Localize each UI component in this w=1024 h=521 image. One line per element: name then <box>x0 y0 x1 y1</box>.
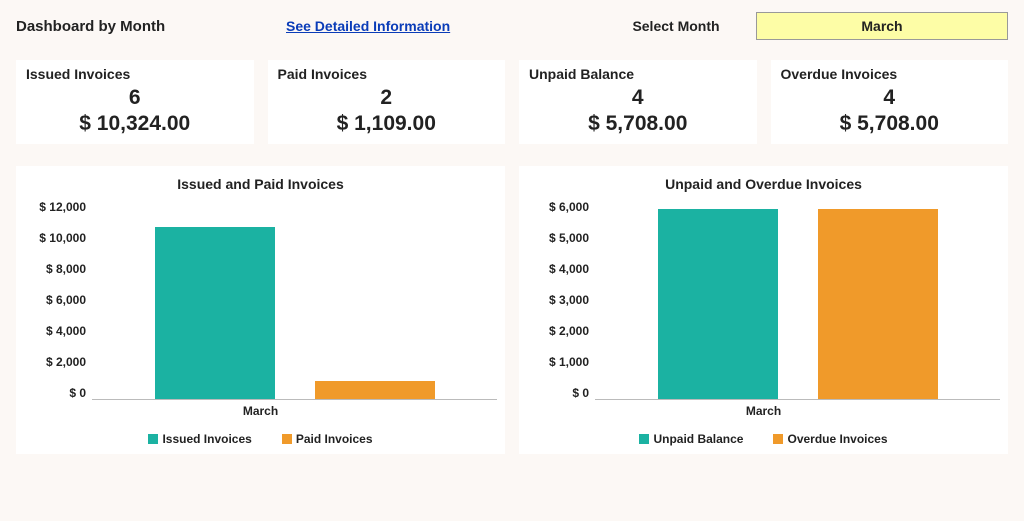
select-month-label: Select Month <box>596 18 756 34</box>
y-tick-label: $ 2,000 <box>527 324 589 338</box>
chart-body: $ 12,000 $ 10,000 $ 8,000 $ 6,000 $ 4,000 $ 2… <box>24 200 497 400</box>
legend-label: Paid Invoices <box>296 432 373 446</box>
chart-unpaid-overdue: Unpaid and Overdue Invoices $ 6,000 $ 5,0… <box>519 166 1008 454</box>
y-tick-label: $ 8,000 <box>24 262 86 276</box>
y-tick-label: $ 4,000 <box>24 324 86 338</box>
card-count: 4 <box>781 86 999 110</box>
y-tick-label: $ 0 <box>527 386 589 400</box>
legend-label: Issued Invoices <box>162 432 251 446</box>
chart-title: Unpaid and Overdue Invoices <box>527 176 1000 192</box>
y-tick-label: $ 6,000 <box>527 200 589 214</box>
card-count: 2 <box>278 86 496 110</box>
y-tick-label: $ 0 <box>24 386 86 400</box>
chart-legend: Issued Invoices Paid Invoices <box>24 432 497 446</box>
card-issued-invoices: Issued Invoices 6 $ 10,324.00 <box>16 60 254 144</box>
legend-swatch <box>148 434 158 444</box>
chart-plot-area <box>92 200 497 400</box>
legend-item: Overdue Invoices <box>773 432 887 446</box>
chart-legend: Unpaid Balance Overdue Invoices <box>527 432 1000 446</box>
chart-bar <box>818 209 938 399</box>
chart-title: Issued and Paid Invoices <box>24 176 497 192</box>
summary-cards-row: Issued Invoices 6 $ 10,324.00 Paid Invoi… <box>16 60 1008 144</box>
card-amount: $ 1,109.00 <box>278 112 496 136</box>
charts-row: Issued and Paid Invoices $ 12,000 $ 10,00… <box>16 166 1008 454</box>
month-selector[interactable]: March <box>756 12 1008 40</box>
card-amount: $ 5,708.00 <box>529 112 747 136</box>
chart-plot-area <box>595 200 1000 400</box>
legend-item: Unpaid Balance <box>639 432 743 446</box>
card-title: Unpaid Balance <box>529 66 747 82</box>
y-tick-label: $ 4,000 <box>527 262 589 276</box>
legend-swatch <box>282 434 292 444</box>
legend-item: Issued Invoices <box>148 432 251 446</box>
card-paid-invoices: Paid Invoices 2 $ 1,109.00 <box>268 60 506 144</box>
card-title: Issued Invoices <box>26 66 244 82</box>
legend-label: Overdue Invoices <box>787 432 887 446</box>
card-count: 6 <box>26 86 244 110</box>
chart-bar <box>155 227 275 399</box>
card-amount: $ 10,324.00 <box>26 112 244 136</box>
y-tick-label: $ 6,000 <box>24 293 86 307</box>
chart-bar <box>658 209 778 399</box>
detail-link[interactable]: See Detailed Information <box>286 18 596 34</box>
card-unpaid-balance: Unpaid Balance 4 $ 5,708.00 <box>519 60 757 144</box>
card-amount: $ 5,708.00 <box>781 112 999 136</box>
y-tick-label: $ 5,000 <box>527 231 589 245</box>
legend-swatch <box>639 434 649 444</box>
legend-label: Unpaid Balance <box>653 432 743 446</box>
page-title: Dashboard by Month <box>16 18 286 35</box>
card-title: Paid Invoices <box>278 66 496 82</box>
chart-y-axis: $ 12,000 $ 10,000 $ 8,000 $ 6,000 $ 4,000 $ 2… <box>24 200 92 400</box>
legend-swatch <box>773 434 783 444</box>
card-overdue-invoices: Overdue Invoices 4 $ 5,708.00 <box>771 60 1009 144</box>
card-title: Overdue Invoices <box>781 66 999 82</box>
chart-y-axis: $ 6,000 $ 5,000 $ 4,000 $ 3,000 $ 2,000 $ 1,0… <box>527 200 595 400</box>
chart-x-label: March <box>24 404 497 418</box>
chart-bar <box>315 381 435 399</box>
legend-item: Paid Invoices <box>282 432 373 446</box>
chart-x-label: March <box>527 404 1000 418</box>
card-count: 4 <box>529 86 747 110</box>
chart-issued-paid: Issued and Paid Invoices $ 12,000 $ 10,00… <box>16 166 505 454</box>
y-tick-label: $ 2,000 <box>24 355 86 369</box>
y-tick-label: $ 1,000 <box>527 355 589 369</box>
y-tick-label: $ 10,000 <box>24 231 86 245</box>
y-tick-label: $ 3,000 <box>527 293 589 307</box>
chart-body: $ 6,000 $ 5,000 $ 4,000 $ 3,000 $ 2,000 $ 1,0… <box>527 200 1000 400</box>
header-row: Dashboard by Month See Detailed Informat… <box>16 12 1008 40</box>
y-tick-label: $ 12,000 <box>24 200 86 214</box>
